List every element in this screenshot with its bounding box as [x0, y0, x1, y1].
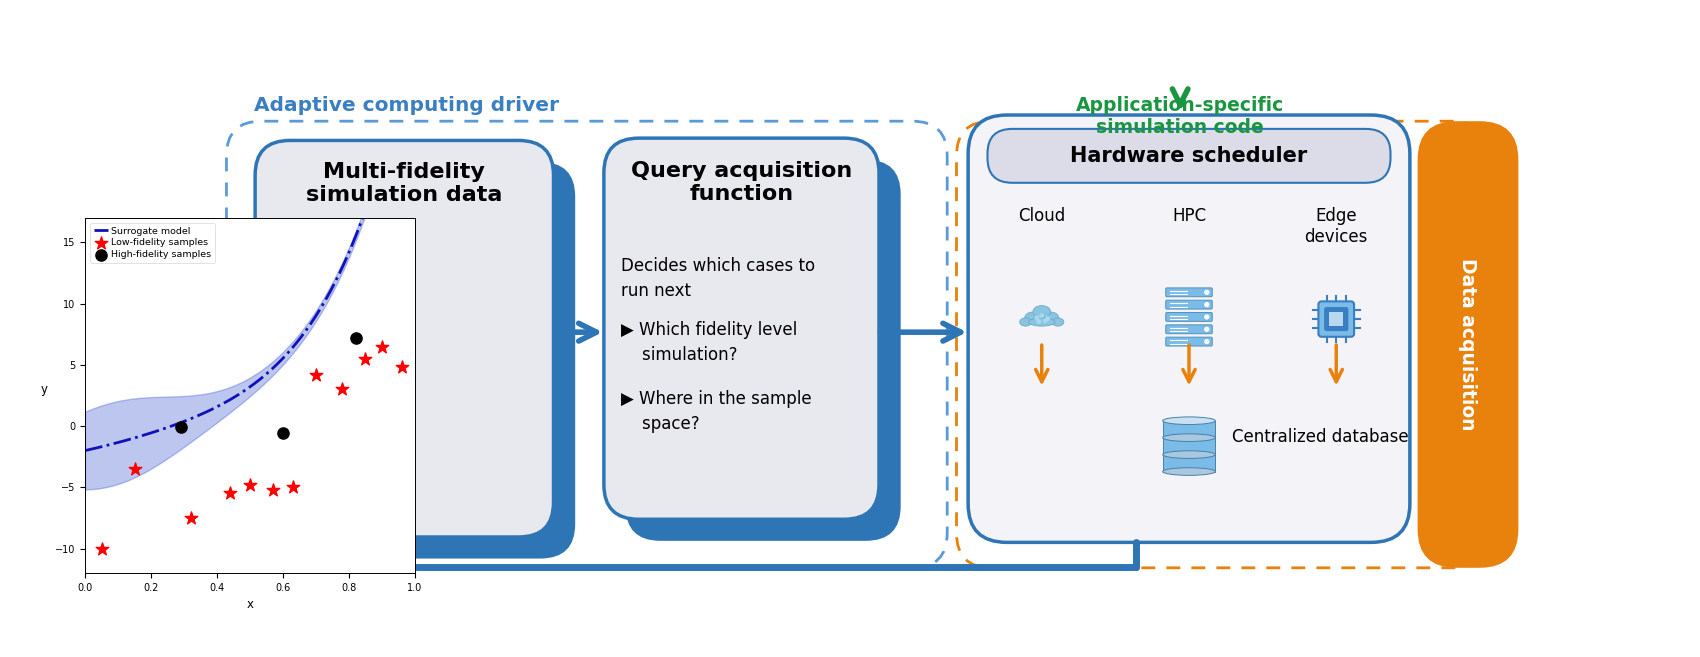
Line: Surrogate model: Surrogate model	[85, 22, 415, 451]
Circle shape	[1037, 320, 1040, 323]
Circle shape	[1205, 340, 1209, 344]
FancyBboxPatch shape	[967, 115, 1409, 543]
Ellipse shape	[1028, 318, 1056, 326]
Text: Cloud: Cloud	[1018, 208, 1066, 225]
FancyBboxPatch shape	[1166, 337, 1212, 346]
FancyBboxPatch shape	[1166, 325, 1212, 334]
Text: Decides which cases to
run next: Decides which cases to run next	[620, 258, 814, 300]
Text: ▶ Where in the sample
    space?: ▶ Where in the sample space?	[620, 390, 811, 433]
Ellipse shape	[1163, 417, 1216, 424]
Legend: Surrogate model, Low-fidelity samples, High-fidelity samples: Surrogate model, Low-fidelity samples, H…	[90, 223, 216, 263]
FancyBboxPatch shape	[1324, 307, 1348, 331]
Ellipse shape	[1163, 468, 1216, 476]
Text: Query acquisition
function: Query acquisition function	[631, 161, 852, 204]
Circle shape	[1205, 290, 1209, 294]
Text: Multi-fidelity
simulation data: Multi-fidelity simulation data	[306, 162, 503, 205]
Circle shape	[1205, 327, 1209, 331]
Y-axis label: y: y	[41, 382, 48, 396]
Ellipse shape	[1163, 434, 1216, 442]
High-fidelity samples	[167, 422, 194, 432]
Surrogate model	[75, 447, 95, 455]
Text: Data acquisition: Data acquisition	[1459, 258, 1477, 431]
Circle shape	[1205, 303, 1209, 307]
Ellipse shape	[1020, 318, 1032, 326]
Low-fidelity samples	[177, 512, 204, 523]
FancyBboxPatch shape	[255, 141, 554, 537]
Surrogate model	[405, 18, 425, 26]
Text: Adaptive computing driver: Adaptive computing driver	[253, 96, 559, 115]
Ellipse shape	[1034, 306, 1051, 318]
FancyBboxPatch shape	[277, 162, 575, 558]
Circle shape	[1044, 319, 1047, 323]
Surrogate model	[182, 414, 202, 422]
Low-fidelity samples	[369, 341, 396, 351]
Low-fidelity samples	[279, 482, 306, 493]
Low-fidelity samples	[303, 369, 330, 380]
Surrogate model	[282, 344, 303, 351]
Surrogate model	[114, 437, 134, 445]
FancyBboxPatch shape	[1319, 302, 1355, 337]
Ellipse shape	[1163, 451, 1216, 459]
Surrogate model	[314, 297, 335, 305]
X-axis label: x: x	[246, 599, 253, 611]
Surrogate model	[313, 300, 333, 308]
FancyBboxPatch shape	[1166, 300, 1212, 309]
Low-fidelity samples	[88, 543, 116, 554]
Surrogate model	[206, 403, 226, 411]
FancyBboxPatch shape	[1166, 313, 1212, 321]
Ellipse shape	[1025, 312, 1040, 323]
Low-fidelity samples	[236, 480, 264, 490]
Low-fidelity samples	[352, 353, 379, 364]
Text: Edge
devices: Edge devices	[1304, 208, 1369, 246]
FancyBboxPatch shape	[988, 129, 1391, 183]
Circle shape	[1205, 315, 1209, 319]
High-fidelity samples	[269, 428, 296, 439]
FancyBboxPatch shape	[1166, 288, 1212, 297]
FancyBboxPatch shape	[626, 160, 901, 541]
Ellipse shape	[1052, 318, 1064, 326]
Low-fidelity samples	[260, 484, 287, 495]
Text: Centralized database: Centralized database	[1231, 428, 1408, 446]
Bar	[1163, 455, 1216, 472]
FancyBboxPatch shape	[1329, 312, 1343, 326]
High-fidelity samples	[342, 332, 369, 343]
Low-fidelity samples	[328, 384, 355, 395]
Text: HPC: HPC	[1171, 208, 1205, 225]
Bar	[1163, 420, 1216, 438]
Circle shape	[1046, 317, 1049, 320]
Circle shape	[1035, 316, 1039, 320]
Low-fidelity samples	[121, 464, 148, 474]
Ellipse shape	[1042, 312, 1059, 323]
Low-fidelity samples	[216, 488, 243, 499]
FancyBboxPatch shape	[604, 138, 879, 519]
Text: Hardware scheduler: Hardware scheduler	[1071, 146, 1307, 166]
Low-fidelity samples	[388, 362, 415, 373]
Text: Application-specific
simulation code: Application-specific simulation code	[1076, 96, 1284, 137]
Text: ▶ Which fidelity level
    simulation?: ▶ Which fidelity level simulation?	[620, 321, 797, 363]
Bar	[1163, 438, 1216, 455]
Circle shape	[1040, 314, 1044, 317]
FancyBboxPatch shape	[1418, 121, 1518, 568]
